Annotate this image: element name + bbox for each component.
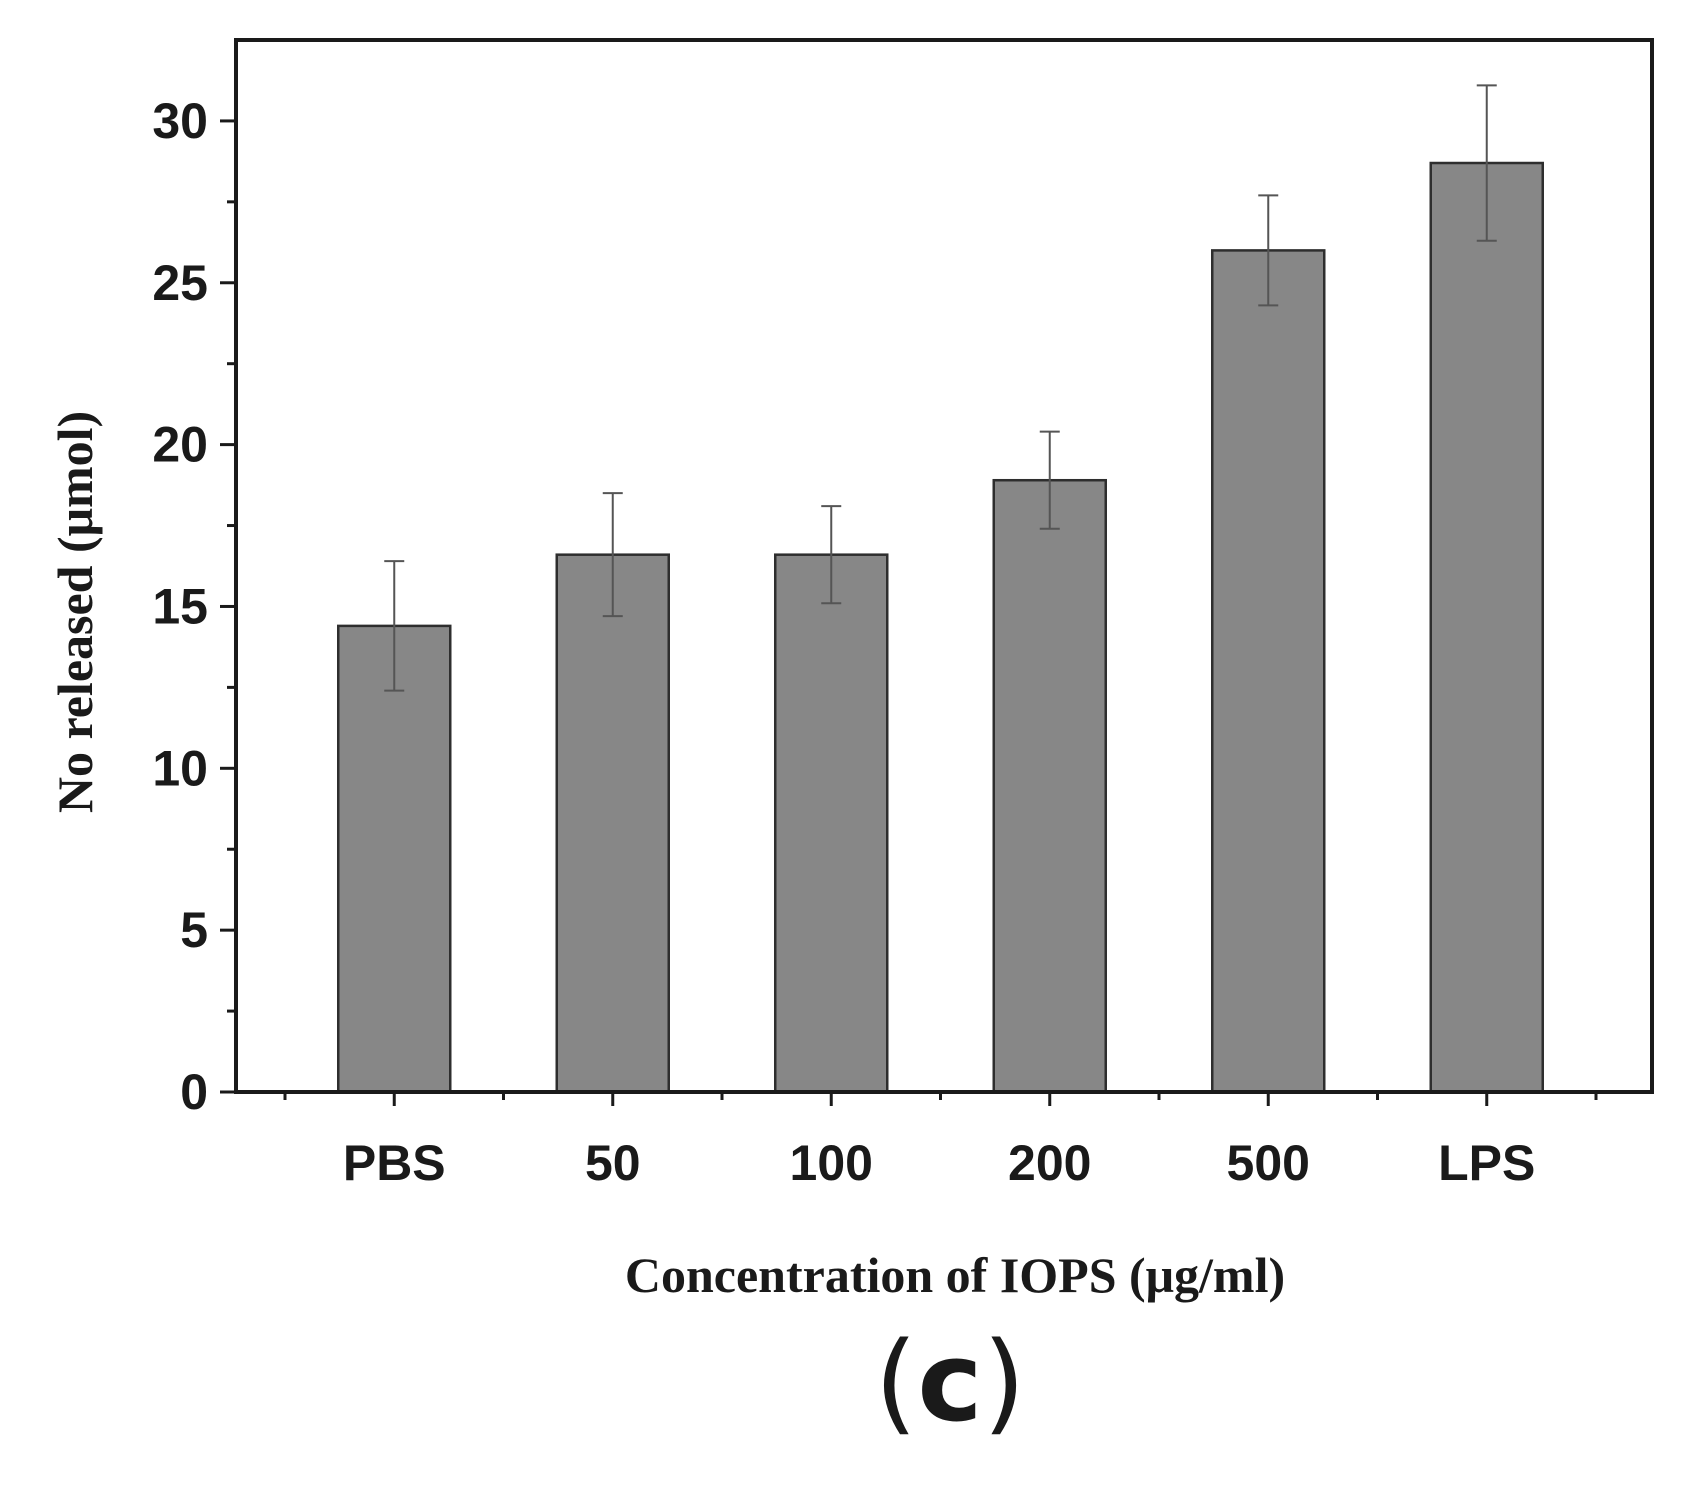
bar-50 [555, 553, 670, 1094]
x-tick-label-50: 50 [585, 1135, 641, 1191]
panel-label-close-paren: ) [983, 1318, 1026, 1446]
y-axis-title: No released (μmol) [47, 411, 103, 813]
x-axis-title: Concentration of IOPS (μg/ml) [625, 1247, 1285, 1303]
error-bar-PBS [384, 560, 405, 692]
bar-200 [992, 478, 1107, 1094]
panel-label: (c) [874, 1318, 1025, 1446]
x-tick-label-500: 500 [1227, 1135, 1310, 1191]
error-bar-LPS [1476, 84, 1497, 242]
panel-label-open-paren: ( [874, 1318, 917, 1446]
x-tick-label-100: 100 [790, 1135, 873, 1191]
bar-LPS [1429, 161, 1544, 1094]
bar-500 [1211, 249, 1326, 1094]
plot-frame [234, 38, 1654, 1094]
x-tick-label-PBS: PBS [343, 1135, 446, 1191]
error-bars-layer [384, 84, 1497, 692]
y-axis: 0 5 10 15 20 25 30 [152, 93, 236, 1120]
x-axis: PBS 50 100 200 500 LPS [283, 1092, 1598, 1191]
x-tick-label-LPS: LPS [1438, 1135, 1535, 1191]
x-tick-label-200: 200 [1008, 1135, 1091, 1191]
error-bar-100 [821, 505, 842, 605]
y-tick-label-30: 30 [152, 93, 208, 149]
y-tick-label-20: 20 [152, 417, 208, 473]
bar-100 [774, 553, 889, 1094]
y-tick-label-10: 10 [152, 740, 208, 796]
panel-label-letter: c [917, 1318, 982, 1446]
bars-layer [337, 161, 1544, 1094]
error-bar-200 [1039, 430, 1060, 530]
y-tick-label-0: 0 [180, 1064, 208, 1120]
error-bar-500 [1258, 194, 1279, 307]
y-tick-label-25: 25 [152, 255, 208, 311]
y-tick-label-15: 15 [152, 578, 208, 634]
bar-PBS [337, 624, 452, 1094]
error-bar-50 [602, 492, 623, 618]
y-tick-label-5: 5 [180, 902, 208, 958]
